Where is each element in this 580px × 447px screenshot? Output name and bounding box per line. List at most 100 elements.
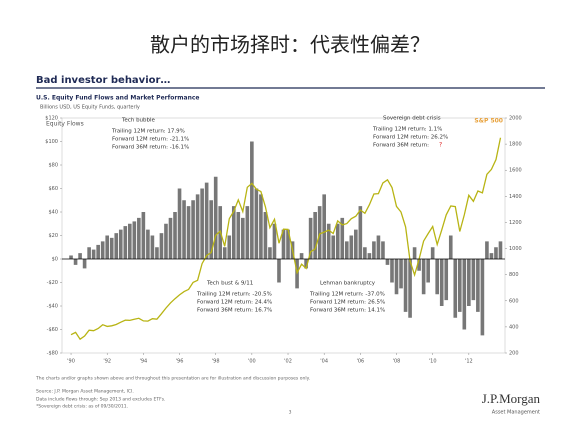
bar: [299, 253, 304, 259]
y2-tick-label: 400: [509, 324, 519, 330]
bar: [408, 259, 412, 318]
bar: [430, 247, 435, 259]
x-tick-label: '98: [212, 359, 220, 365]
bar: [286, 229, 290, 259]
x-tick-label: '08: [393, 359, 401, 365]
bar: [444, 259, 449, 301]
bar: [308, 217, 313, 259]
annotation-line: Trailing 12M return: -20.5%: [196, 292, 272, 298]
y-tick-label: $0: [52, 257, 58, 263]
bar: [367, 253, 372, 259]
bar: [73, 259, 78, 265]
x-tick-label: '04: [320, 359, 328, 365]
bar: [385, 259, 390, 265]
chart-subtitle: Billions USD, US Equity Funds, quarterly: [40, 105, 140, 111]
bar: [363, 247, 367, 259]
bar: [394, 259, 399, 295]
bar: [109, 237, 114, 259]
footnote: Source: J.P. Morgan Asset Management, IC…: [36, 389, 134, 395]
bar: [213, 176, 218, 259]
logo: J.P.Morgan: [482, 391, 541, 406]
bar: [354, 229, 358, 259]
bar: [381, 241, 385, 259]
annotation-line: Trailing 12M return: -37.0%: [309, 292, 385, 298]
bar: [78, 253, 82, 259]
bar: [322, 194, 326, 259]
slide-title: 散户的市场择时：代表性偏差？: [150, 33, 430, 57]
bar: [204, 182, 209, 259]
y2-tick-label: 1800: [509, 142, 522, 148]
x-tick-label: '92: [103, 359, 111, 365]
bar: [268, 247, 272, 259]
x-tick-label: '90: [67, 359, 75, 365]
bar: [137, 217, 141, 259]
annotation-title: Tech bust & 9/11: [206, 281, 253, 287]
bar: [467, 259, 471, 306]
bar: [245, 206, 250, 259]
bar: [141, 212, 146, 259]
bar: [159, 233, 164, 259]
bar: [304, 259, 308, 269]
x-tick-label: '00: [248, 359, 256, 365]
bar: [200, 188, 204, 259]
y2-tick-label: 800: [509, 272, 519, 278]
annotation-line: Forward 36M return: -16.1%: [112, 145, 189, 151]
bar: [69, 255, 73, 259]
bar: [326, 223, 331, 259]
bar: [105, 235, 110, 259]
y-tick-label: $20: [48, 233, 58, 239]
bar: [335, 223, 340, 259]
bar: [331, 235, 336, 259]
bar: [344, 241, 349, 259]
y2-tick-label: 200: [509, 351, 519, 357]
bar: [150, 235, 155, 259]
bar: [313, 212, 317, 259]
bar: [173, 212, 177, 259]
y-tick-label: $80: [48, 163, 58, 169]
bar: [155, 247, 159, 259]
x-tick-label: '94: [139, 359, 147, 365]
bar: [132, 221, 137, 259]
bar: [236, 212, 241, 259]
bar: [498, 241, 503, 259]
bar: [272, 223, 277, 259]
annotation-line: Forward 12M return: 26.5%: [310, 300, 385, 306]
bar: [376, 235, 381, 259]
y2-tick-label: 1000: [509, 246, 522, 252]
bar: [127, 223, 132, 259]
y-tick-label: -$60: [47, 327, 58, 333]
bar: [476, 259, 480, 312]
y-tick-label: $120: [45, 116, 58, 122]
footnote: *Sovereign debt crisis: as of 09/30/2011…: [36, 404, 128, 410]
y2-tick-label: 600: [509, 298, 519, 304]
annotation-line: Forward 12M return: 24.4%: [197, 300, 272, 306]
bar: [263, 212, 268, 259]
y-tick-label: $100: [45, 139, 58, 145]
bar: [421, 259, 426, 295]
bar: [399, 259, 403, 289]
annotation-line: Forward 36M return: 16.7%: [197, 308, 272, 314]
bar: [250, 141, 254, 259]
x-tick-label: '10: [429, 359, 437, 365]
bar: [317, 206, 322, 259]
bar: [489, 253, 494, 259]
bar: [146, 229, 150, 259]
annotation-title: Lehman bankruptcy: [320, 281, 376, 287]
bar: [123, 226, 128, 259]
bar: [462, 259, 467, 330]
bar: [372, 241, 376, 259]
footnote: Data include flows through: Sep 2013 and…: [36, 397, 165, 403]
bar: [241, 217, 245, 259]
y2-tick-label: 1200: [509, 220, 522, 226]
annotation-line: Forward 12M return: -21.1%: [112, 137, 189, 143]
line: [70, 137, 502, 341]
bar: [426, 259, 430, 283]
bar: [480, 259, 485, 336]
logo-subtitle: Asset Management: [492, 410, 540, 416]
annotation-mark: ?: [439, 142, 442, 149]
x-tick-label: '96: [176, 359, 184, 365]
bar: [91, 249, 96, 259]
legend-label: S&P 500: [474, 118, 503, 125]
bar: [439, 259, 444, 306]
bar: [195, 194, 200, 259]
